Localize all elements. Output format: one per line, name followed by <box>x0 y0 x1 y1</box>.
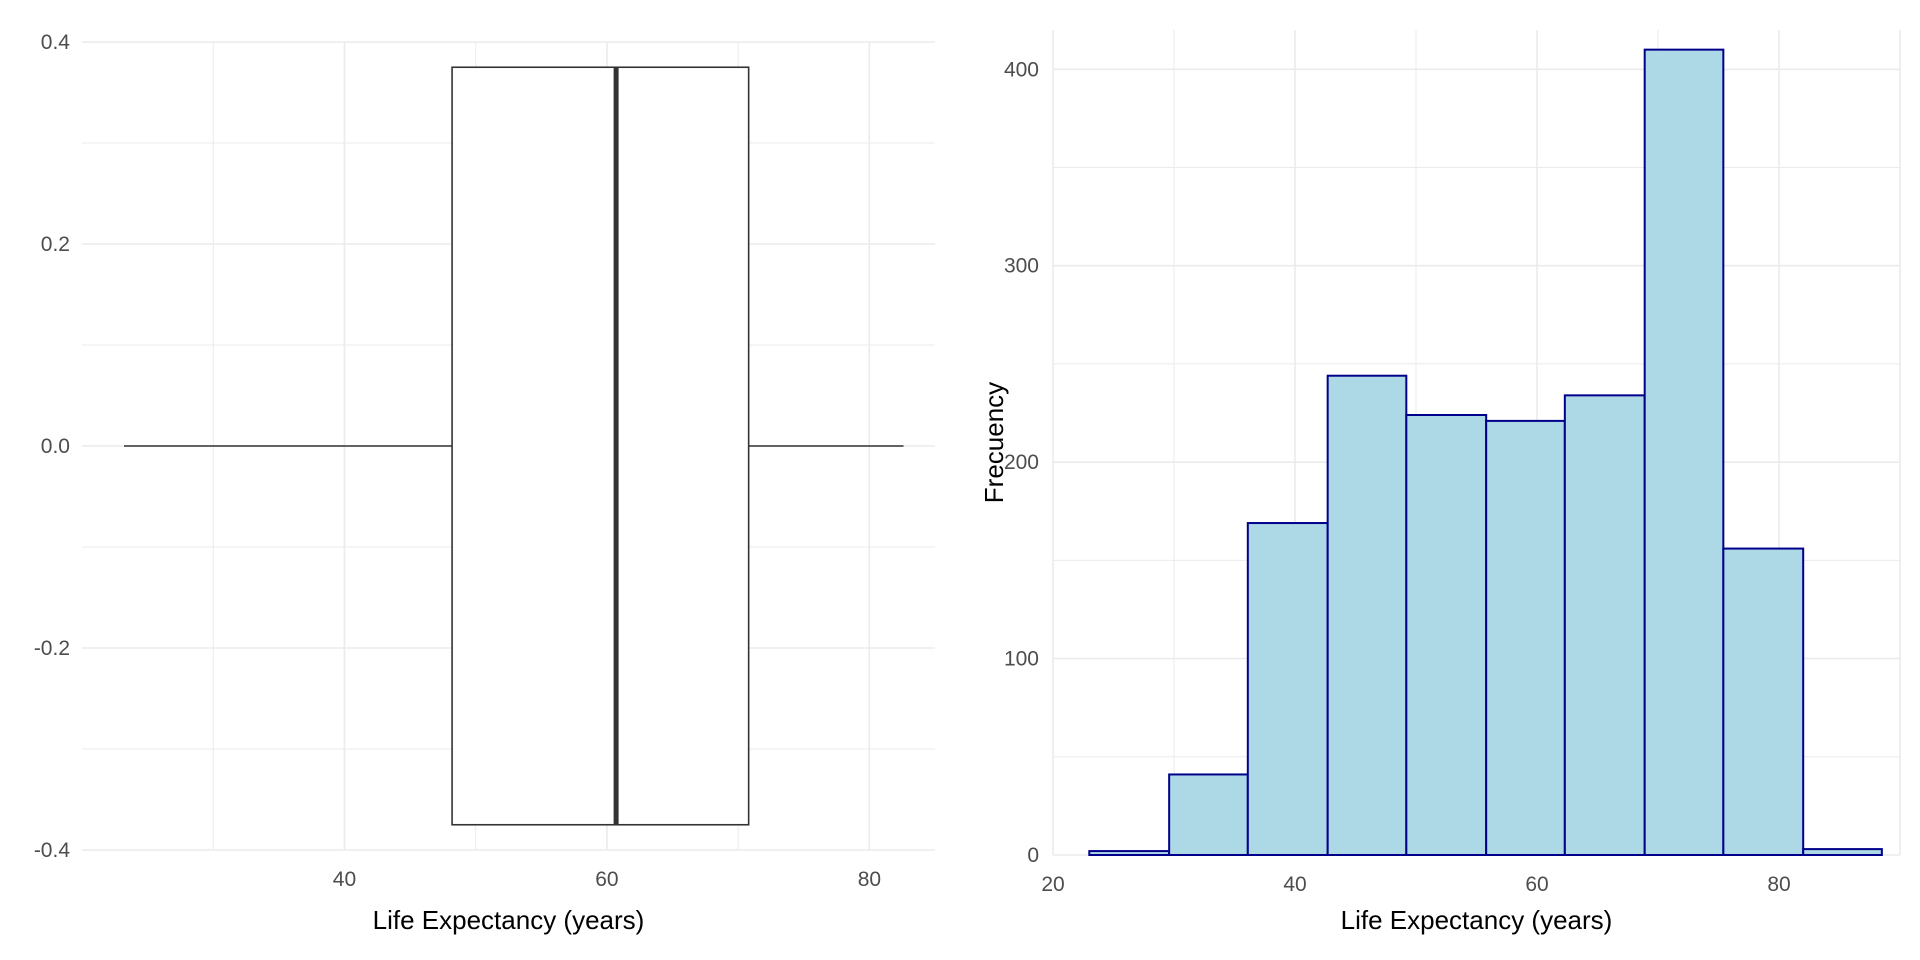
histogram-bar <box>1722 547 1805 856</box>
histogram-bar <box>1802 848 1883 856</box>
x-tick-label: 80 <box>858 868 881 891</box>
y-tick-label: -0.4 <box>34 839 71 862</box>
x-axis-title: Life Expectancy (years) <box>1341 905 1613 935</box>
histogram-bar <box>1405 414 1488 856</box>
histogram-bar <box>1168 773 1249 857</box>
histogram-bar <box>1326 374 1408 856</box>
histogram-bar <box>1485 419 1566 856</box>
x-tick-label: 20 <box>1041 873 1064 896</box>
x-tick-label: 60 <box>595 868 618 891</box>
y-tick-label: 0.2 <box>41 233 70 256</box>
y-tick-label: -0.2 <box>34 637 70 660</box>
y-axis-title: Frecuency <box>979 382 1009 503</box>
histogram-bar <box>1643 48 1725 856</box>
x-tick-label: 40 <box>1283 873 1306 896</box>
x-tick-label: 40 <box>333 868 356 891</box>
boxplot-panel: -0.4 -0.2 0.0 0.2 0.4 40 60 80 Life Expectancy (… <box>34 31 935 935</box>
y-tick-label: 100 <box>1004 648 1039 671</box>
y-tick-label: 400 <box>1004 58 1039 81</box>
y-tick-label: 0.4 <box>41 31 71 54</box>
y-tick-label: 300 <box>1004 255 1039 278</box>
x-tick-label: 60 <box>1525 873 1548 896</box>
y-tick-label: 200 <box>1004 451 1039 474</box>
y-tick-label: 0 <box>1027 844 1039 867</box>
histogram-bar <box>1563 394 1646 856</box>
x-tick-label: 80 <box>1767 873 1790 896</box>
y-tick-label: 0.0 <box>41 435 70 458</box>
histogram-bar <box>1088 850 1171 856</box>
box-iqr <box>451 66 750 826</box>
histogram-bar <box>1246 522 1329 856</box>
x-axis-title: Life Expectancy (years) <box>373 905 645 935</box>
histogram-panel: 0 100 200 300 400 20 40 60 80 Life Expectancy (ye… <box>979 30 1901 935</box>
